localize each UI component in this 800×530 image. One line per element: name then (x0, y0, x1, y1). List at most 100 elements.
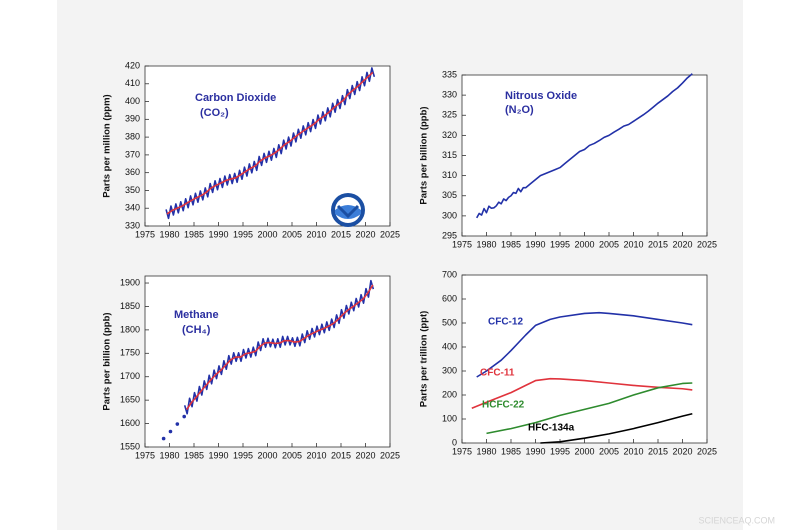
y-tick-label: 1850 (120, 301, 140, 311)
y-tick-label: 200 (442, 389, 457, 399)
chart-subtitle: (CO₂) (200, 107, 229, 119)
y-tick-label: 330 (442, 90, 457, 100)
x-tick-label: 2005 (282, 450, 302, 460)
series-label: CFC-12 (488, 317, 523, 328)
x-tick-label: 2005 (282, 229, 302, 239)
x-tick-label: 2015 (331, 229, 351, 239)
y-tick-label: 600 (442, 293, 457, 303)
noaa-logo (331, 193, 365, 227)
data-point (168, 429, 173, 434)
x-tick-label: 2000 (257, 229, 277, 239)
watermark: SCIENCEAQ.COM (698, 515, 775, 525)
y-tick-label: 410 (125, 78, 140, 88)
y-tick-label: 700 (442, 269, 457, 279)
x-tick-label: 1995 (550, 446, 570, 456)
series-label: HFC-134a (528, 423, 575, 434)
x-tick-label: 1990 (525, 239, 545, 249)
x-tick-label: 1995 (233, 229, 253, 239)
plot-frame (461, 274, 708, 444)
x-tick-label: 2005 (599, 446, 619, 456)
y-tick-label: 1750 (120, 348, 140, 358)
x-tick-label: 1985 (501, 239, 521, 249)
x-tick-label: 2010 (306, 229, 326, 239)
y-tick-label: 300 (442, 210, 457, 220)
series-line (476, 311, 693, 378)
y-tick-label: 325 (442, 110, 457, 120)
x-tick-label: 2000 (574, 239, 594, 249)
data-point (161, 436, 166, 441)
chart-title: Carbon Dioxide (195, 92, 276, 104)
chart-subtitle: (N₂O) (505, 104, 534, 116)
x-tick-label: 2025 (697, 239, 717, 249)
x-tick-label: 2025 (380, 450, 400, 460)
y-tick-label: 420 (125, 60, 140, 70)
x-tick-label: 2020 (355, 229, 375, 239)
x-tick-label: 2005 (599, 239, 619, 249)
x-tick-label: 1975 (452, 446, 472, 456)
x-tick-label: 1985 (501, 446, 521, 456)
x-tick-label: 1975 (135, 229, 155, 239)
data-point (182, 414, 186, 419)
series-line (166, 71, 374, 215)
y-tick-label: 400 (125, 96, 140, 106)
y-tick-label: 370 (125, 149, 140, 159)
x-tick-label: 1975 (135, 450, 155, 460)
x-tick-label: 2000 (574, 446, 594, 456)
x-tick-label: 1975 (452, 239, 472, 249)
x-tick-label: 2020 (672, 239, 692, 249)
y-axis-label: Parts per billion (ppb) (102, 312, 113, 410)
series-line (185, 284, 374, 410)
x-tick-label: 2015 (648, 446, 668, 456)
x-tick-label: 1995 (233, 450, 253, 460)
x-tick-label: 2010 (623, 239, 643, 249)
y-tick-label: 335 (442, 69, 457, 79)
y-tick-label: 315 (442, 150, 457, 160)
x-tick-label: 1980 (476, 239, 496, 249)
y-tick-label: 390 (125, 114, 140, 124)
y-tick-label: 330 (125, 220, 140, 230)
series-label: HCFC-22 (482, 400, 525, 411)
series-line (540, 412, 693, 444)
y-tick-label: 305 (442, 190, 457, 200)
x-tick-label: 2000 (257, 450, 277, 460)
x-tick-label: 2025 (697, 446, 717, 456)
y-tick-label: 340 (125, 203, 140, 213)
x-tick-label: 2025 (380, 229, 400, 239)
y-axis-label: Parts per million (ppm) (102, 94, 113, 197)
y-tick-label: 380 (125, 131, 140, 141)
x-tick-label: 2015 (648, 239, 668, 249)
x-tick-label: 1995 (550, 239, 570, 249)
chart-subtitle: (CH₄) (182, 324, 211, 336)
chart-title: Nitrous Oxide (505, 90, 577, 102)
y-axis-label: Parts per trillion (ppt) (419, 311, 430, 408)
x-tick-label: 2020 (672, 446, 692, 456)
y-tick-label: 400 (442, 341, 457, 351)
y-tick-label: 350 (125, 185, 140, 195)
x-tick-label: 2010 (623, 446, 643, 456)
x-tick-label: 1990 (208, 450, 228, 460)
x-tick-label: 1980 (159, 450, 179, 460)
x-tick-label: 1985 (184, 450, 204, 460)
y-tick-label: 310 (442, 170, 457, 180)
series-label: CFC-11 (480, 368, 515, 379)
y-tick-label: 1700 (120, 371, 140, 381)
chart-title: Methane (174, 309, 219, 321)
y-tick-label: 100 (442, 413, 457, 423)
y-tick-label: 0 (452, 437, 457, 447)
y-tick-label: 1600 (120, 418, 140, 428)
y-tick-label: 1550 (120, 441, 140, 451)
x-tick-label: 2015 (331, 450, 351, 460)
y-axis-label: Parts per billion (ppb) (419, 106, 430, 204)
x-tick-label: 2020 (355, 450, 375, 460)
x-tick-label: 1980 (159, 229, 179, 239)
data-point (175, 422, 180, 426)
series-line (475, 73, 693, 219)
x-tick-label: 1990 (208, 229, 228, 239)
x-tick-label: 2010 (306, 450, 326, 460)
y-tick-label: 1650 (120, 395, 140, 405)
plot-frame (144, 275, 391, 448)
y-tick-label: 1900 (120, 277, 140, 287)
y-tick-label: 320 (442, 130, 457, 140)
